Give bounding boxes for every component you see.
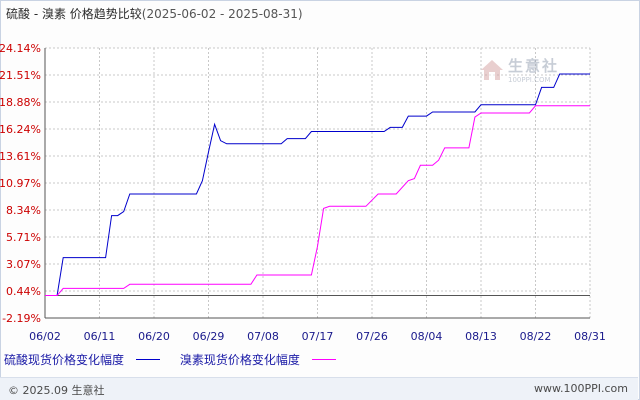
y-tick-label: 21.51% (0, 69, 41, 82)
y-tick-label: 3.07% (6, 258, 41, 271)
watermark-text: 生意社 (508, 57, 560, 75)
legend-label: 溴素现货价格变化幅度 (179, 353, 300, 367)
footer-bar: © 2025.09 生意社 www.100PPI.com (0, 377, 638, 400)
y-tick-label: 0.44% (6, 285, 41, 298)
y-tick-label: 24.14% (0, 42, 41, 55)
x-tick-label: 06/29 (193, 330, 225, 343)
title-date-range: (2025-06-02 - 2025-08-31) (141, 7, 303, 21)
legend-swatch (311, 359, 336, 360)
house-logo-icon (481, 59, 503, 80)
x-tick-label: 08/04 (411, 330, 443, 343)
legend-item-sulfuric-acid: 硫酸现货价格变化幅度 (4, 351, 161, 368)
x-tick-label: 06/02 (29, 330, 61, 343)
x-tick-label: 07/17 (302, 330, 334, 343)
site-link[interactable]: www.100PPI.com (534, 382, 628, 395)
legend-swatch (136, 359, 161, 360)
x-tick-label: 06/11 (84, 330, 116, 343)
copyright-text: © 2025.09 生意社 (8, 384, 105, 397)
title-text: 硫酸 - 溴素 价格趋势比较 (6, 7, 142, 21)
y-tick-label: 18.88% (0, 96, 41, 109)
legend-item-bromine: 溴素现货价格变化幅度 (180, 351, 336, 368)
y-tick-label: 10.97% (0, 177, 41, 190)
series-line-bromine (45, 105, 590, 296)
x-tick-label: 07/08 (247, 330, 279, 343)
y-tick-label: 8.34% (6, 204, 41, 217)
watermark: 生意社 100PPI.COM (480, 55, 559, 84)
watermark-subtext: 100PPI.COM (508, 76, 551, 84)
chart-title: 硫酸 - 溴素 价格趋势比较(2025-06-02 - 2025-08-31) (6, 5, 303, 22)
x-tick-label: 06/20 (138, 330, 170, 343)
x-tick-label: 07/26 (356, 330, 388, 343)
chart-legend: 硫酸现货价格变化幅度 溴素现货价格变化幅度 (4, 351, 352, 368)
y-tick-label: 13.61% (0, 150, 41, 163)
x-tick-label: 08/31 (574, 330, 606, 343)
y-tick-label: -2.19% (2, 312, 41, 325)
y-tick-label: 16.24% (0, 123, 41, 136)
x-tick-label: 08/13 (465, 330, 497, 343)
y-tick-label: 5.71% (6, 231, 41, 244)
series-line-sulfuric-acid (45, 73, 590, 296)
x-tick-label: 08/22 (520, 330, 552, 343)
legend-label: 硫酸现货价格变化幅度 (4, 353, 125, 367)
